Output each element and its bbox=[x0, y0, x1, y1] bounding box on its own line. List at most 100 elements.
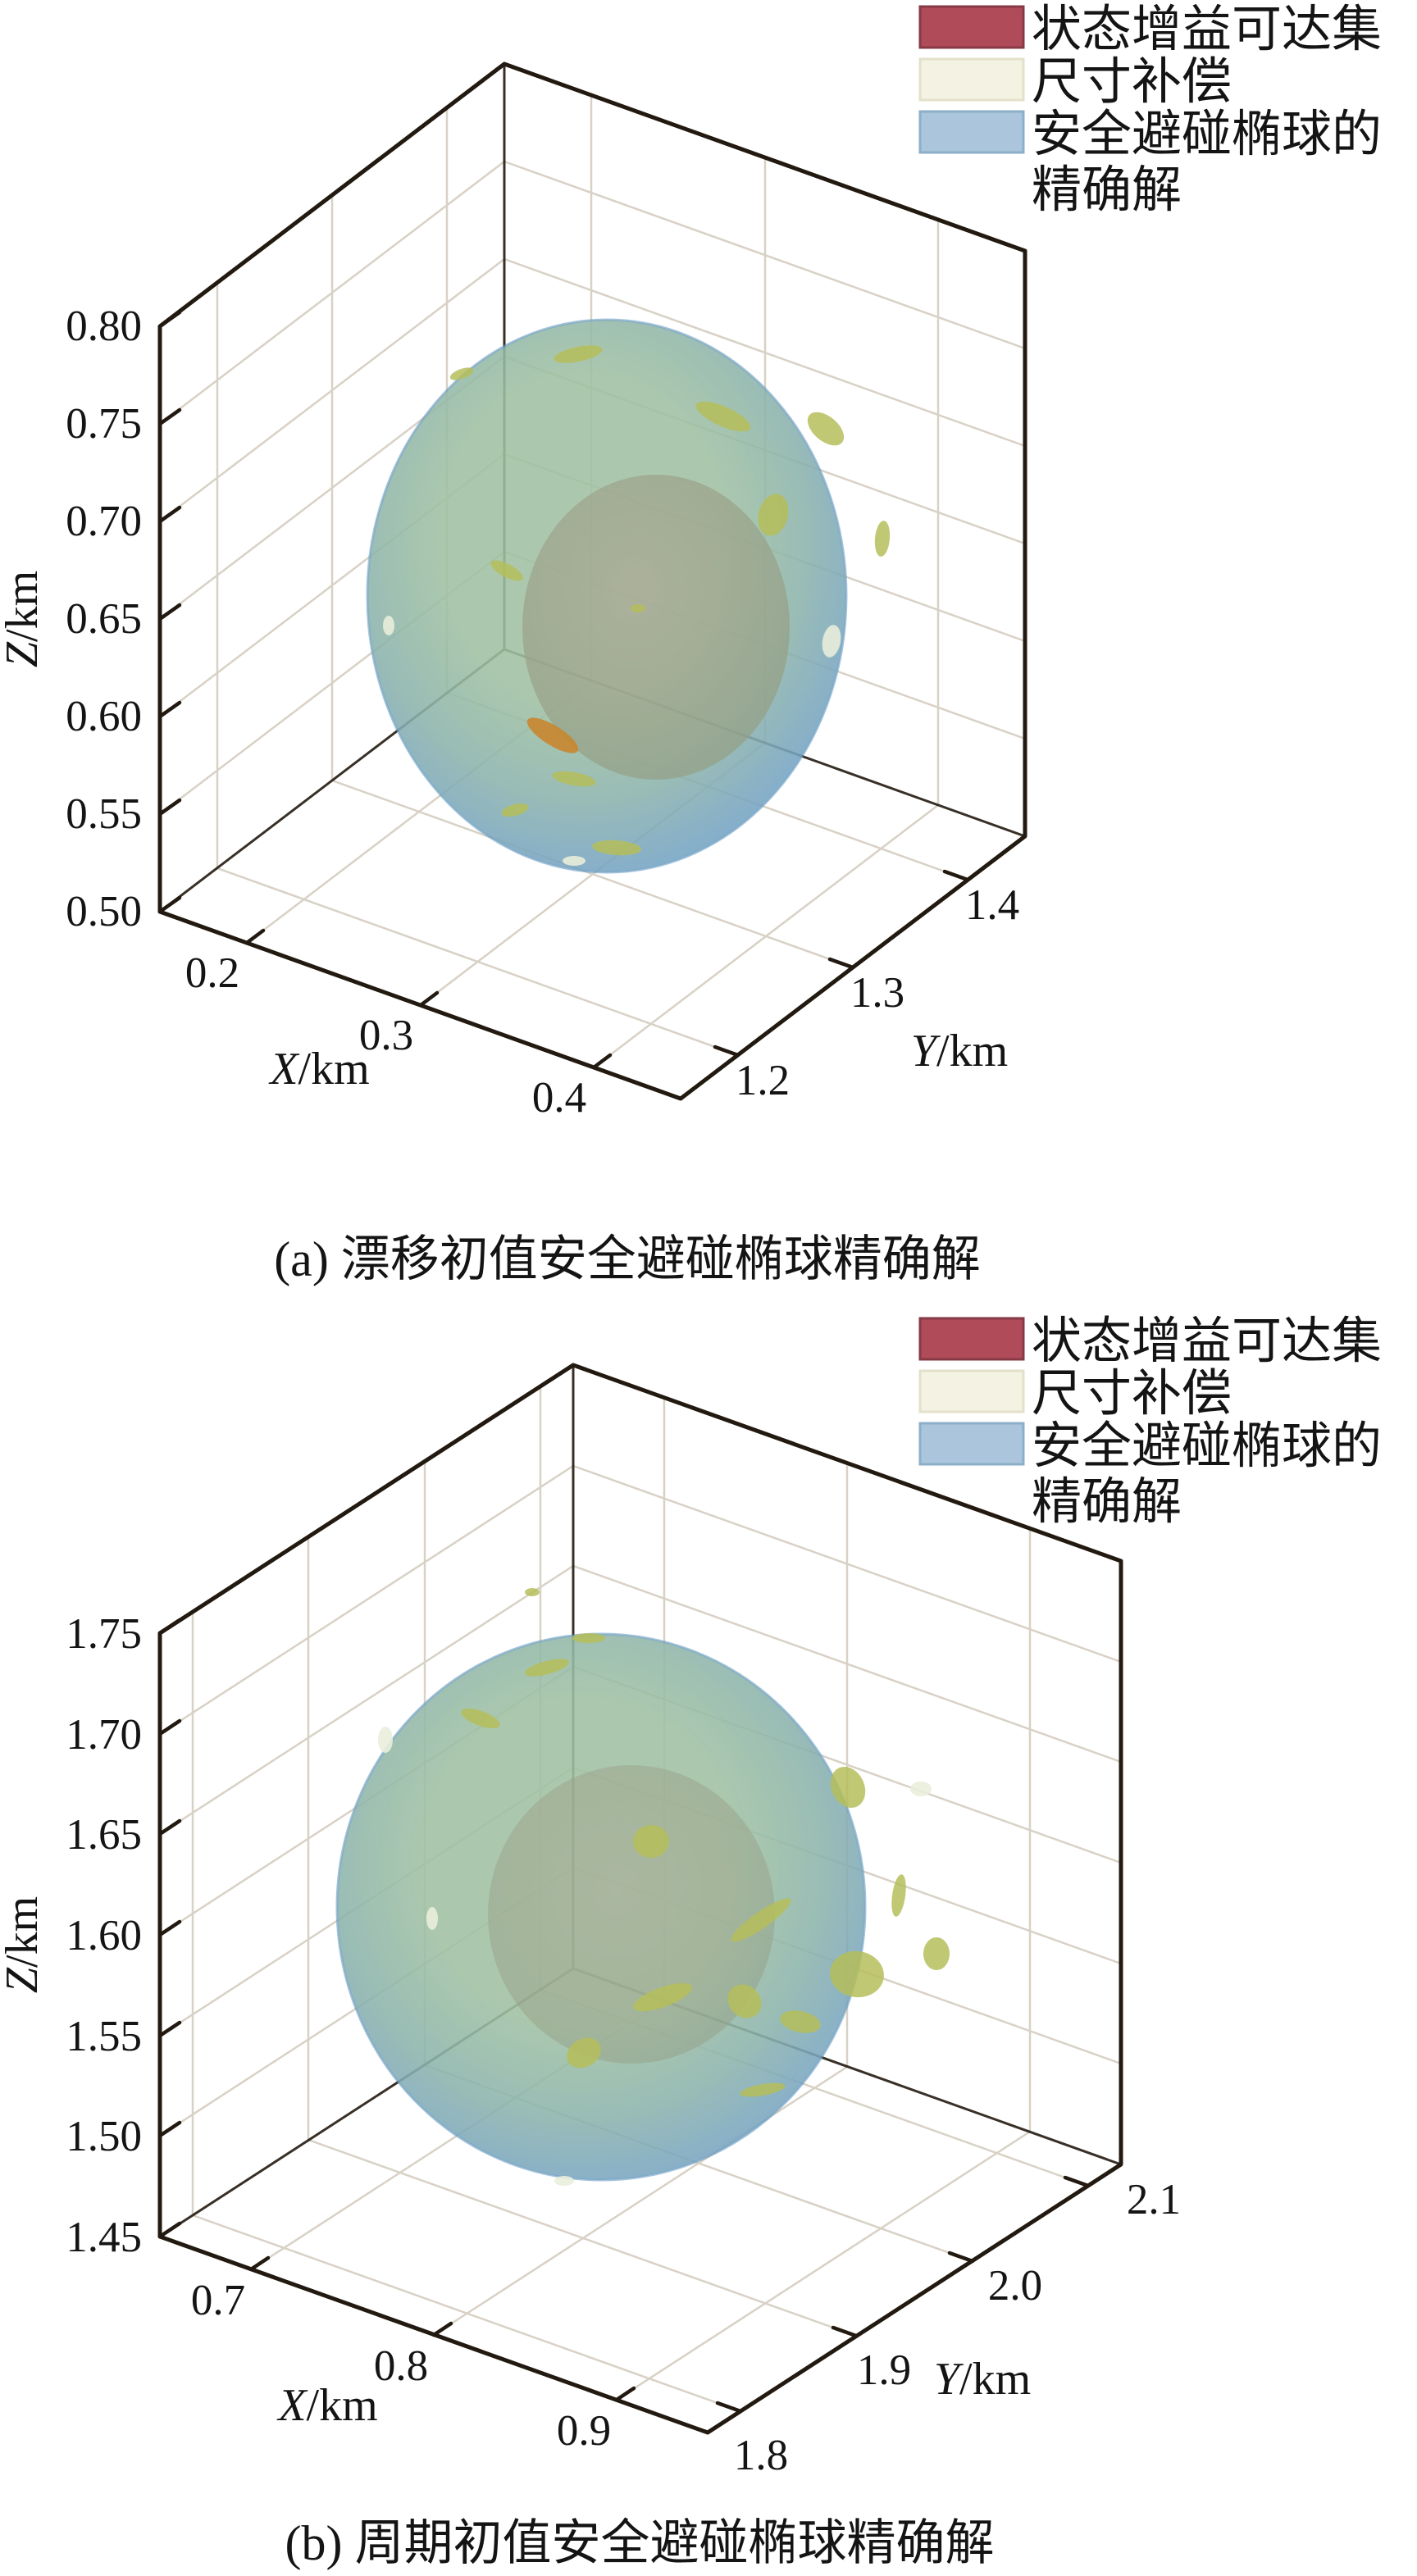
legend-label-exact-solution-line1: 安全避碰椭球的 bbox=[1032, 1419, 1382, 1474]
patch bbox=[874, 521, 891, 557]
patch bbox=[567, 2037, 601, 2069]
z-tick-label: 1.65 bbox=[66, 1811, 142, 1859]
patch bbox=[830, 1766, 866, 1809]
legend-label-exact-solution-line2: 精确解 bbox=[1032, 1475, 1182, 1530]
legend-swatch-reachable-set bbox=[918, 1317, 1025, 1361]
patch bbox=[758, 494, 789, 536]
speck bbox=[822, 625, 841, 658]
z-tick-labels-b: 1.75 1.70 1.65 1.60 1.55 1.50 1.45 bbox=[66, 1610, 142, 2261]
z-tick bbox=[157, 1818, 182, 1836]
z-tick-label: 1.50 bbox=[66, 2113, 142, 2160]
speck bbox=[910, 1782, 932, 1796]
patch bbox=[501, 803, 529, 817]
x-tick bbox=[591, 1053, 613, 1070]
rim-specks bbox=[383, 616, 841, 866]
z-axis-label: Z/km bbox=[0, 1896, 48, 1993]
patch bbox=[572, 1633, 605, 1643]
patch bbox=[633, 1825, 669, 1858]
speck bbox=[378, 1727, 393, 1753]
y-tick bbox=[831, 2325, 859, 2338]
panel-b: 1.75 1.70 1.65 1.60 1.55 1.50 1.45 0.7 0… bbox=[0, 1314, 1382, 2570]
inner-reachable-set bbox=[488, 1765, 775, 2064]
z-tick-label: 0.65 bbox=[66, 595, 142, 643]
y-tick bbox=[713, 1045, 740, 1058]
legend-label-reachable-set: 状态增益可达集 bbox=[1032, 2, 1382, 57]
x-tick bbox=[244, 928, 266, 945]
y-tick-label: 1.2 bbox=[736, 1057, 790, 1104]
patch bbox=[449, 367, 474, 380]
z-axis-label: Z/km bbox=[0, 571, 48, 667]
speck bbox=[426, 1907, 438, 1930]
patch bbox=[731, 1898, 791, 1942]
compensation-patches bbox=[461, 1588, 950, 2097]
z-tick bbox=[157, 310, 182, 329]
x-tick-label: 0.9 bbox=[557, 2407, 611, 2455]
x-tick-labels-b: 0.7 0.8 0.9 bbox=[191, 2277, 611, 2455]
z-tick-label: 1.60 bbox=[66, 1912, 142, 1959]
y-tick-labels-a: 1.2 1.3 1.4 bbox=[736, 881, 1019, 1104]
speck bbox=[383, 616, 394, 635]
y-tick bbox=[942, 869, 970, 882]
y-tick-label: 2.1 bbox=[1127, 2176, 1181, 2223]
z-tick bbox=[157, 2120, 182, 2138]
legend-swatch-compensation bbox=[918, 1369, 1025, 1413]
x-tick-label: 0.7 bbox=[191, 2277, 245, 2324]
patch bbox=[807, 412, 845, 446]
legend-label-exact-solution-line2: 精确解 bbox=[1032, 163, 1182, 218]
patch bbox=[830, 1950, 884, 1998]
x-tick bbox=[431, 2321, 453, 2337]
sphere-a bbox=[366, 318, 891, 874]
patch bbox=[740, 2082, 786, 2097]
x-tick-label: 0.2 bbox=[185, 949, 239, 997]
legend-swatch-exact-solution bbox=[918, 110, 1025, 154]
legend-swatch-compensation bbox=[918, 57, 1025, 102]
patch bbox=[490, 560, 523, 581]
patch bbox=[780, 2010, 821, 2033]
y-tick bbox=[947, 2251, 975, 2264]
z-tick bbox=[157, 1919, 182, 1937]
y-tick-label: 1.8 bbox=[734, 2432, 788, 2479]
patch bbox=[525, 1588, 540, 1596]
patch bbox=[923, 1937, 950, 1970]
y-tick-label: 1.9 bbox=[857, 2346, 911, 2394]
z-tick bbox=[157, 407, 182, 426]
legend-b: 状态增益可达集 尺寸补偿 安全避碰椭球的 精确解 bbox=[918, 1314, 1382, 1530]
legend-swatch-exact-solution bbox=[918, 1422, 1025, 1466]
z-tick bbox=[157, 2020, 182, 2038]
x-tick bbox=[418, 990, 440, 1008]
patch bbox=[695, 401, 751, 432]
x-tick bbox=[248, 2255, 271, 2272]
patch bbox=[592, 840, 641, 856]
z-tick-labels-a: 0.80 0.75 0.70 0.65 0.60 0.55 0.50 bbox=[66, 303, 142, 935]
z-tick bbox=[157, 895, 182, 914]
x-tick-label: 0.3 bbox=[359, 1012, 413, 1059]
inner-reachable-set bbox=[522, 475, 790, 780]
z-tick bbox=[157, 2221, 182, 2239]
y-tick-labels-b: 1.8 1.9 2.0 2.1 bbox=[734, 2176, 1181, 2479]
legend-label-exact-solution-line1: 安全避碰椭球的 bbox=[1032, 107, 1382, 162]
patch bbox=[631, 604, 645, 612]
x-tick-labels-a: 0.2 0.3 0.4 bbox=[185, 949, 586, 1122]
axis-ticks-b bbox=[157, 1618, 1091, 2414]
z-tick bbox=[157, 505, 182, 524]
y-tick-label: 2.0 bbox=[988, 2262, 1042, 2310]
patch bbox=[727, 1984, 762, 2018]
x-tick bbox=[614, 2386, 636, 2402]
legend-label-reachable-set: 状态增益可达集 bbox=[1032, 1314, 1382, 1369]
z-tick-label: 0.75 bbox=[66, 400, 142, 448]
z-tick-label: 0.60 bbox=[66, 693, 142, 740]
x-axis-label: X/km bbox=[276, 2380, 377, 2431]
caption-b: (b) 周期初值安全避碰椭球精确解 bbox=[285, 2516, 995, 2570]
patch bbox=[552, 771, 596, 787]
z-tick-label: 1.70 bbox=[66, 1711, 142, 1759]
patch-orange bbox=[526, 717, 579, 753]
speck bbox=[563, 856, 585, 866]
z-tick bbox=[157, 798, 182, 817]
y-tick bbox=[827, 957, 855, 970]
z-tick bbox=[157, 1718, 182, 1736]
speck bbox=[554, 2176, 574, 2186]
z-tick bbox=[157, 603, 182, 621]
compensation-patches bbox=[449, 345, 891, 856]
x-axis-label: X/km bbox=[268, 1044, 369, 1095]
